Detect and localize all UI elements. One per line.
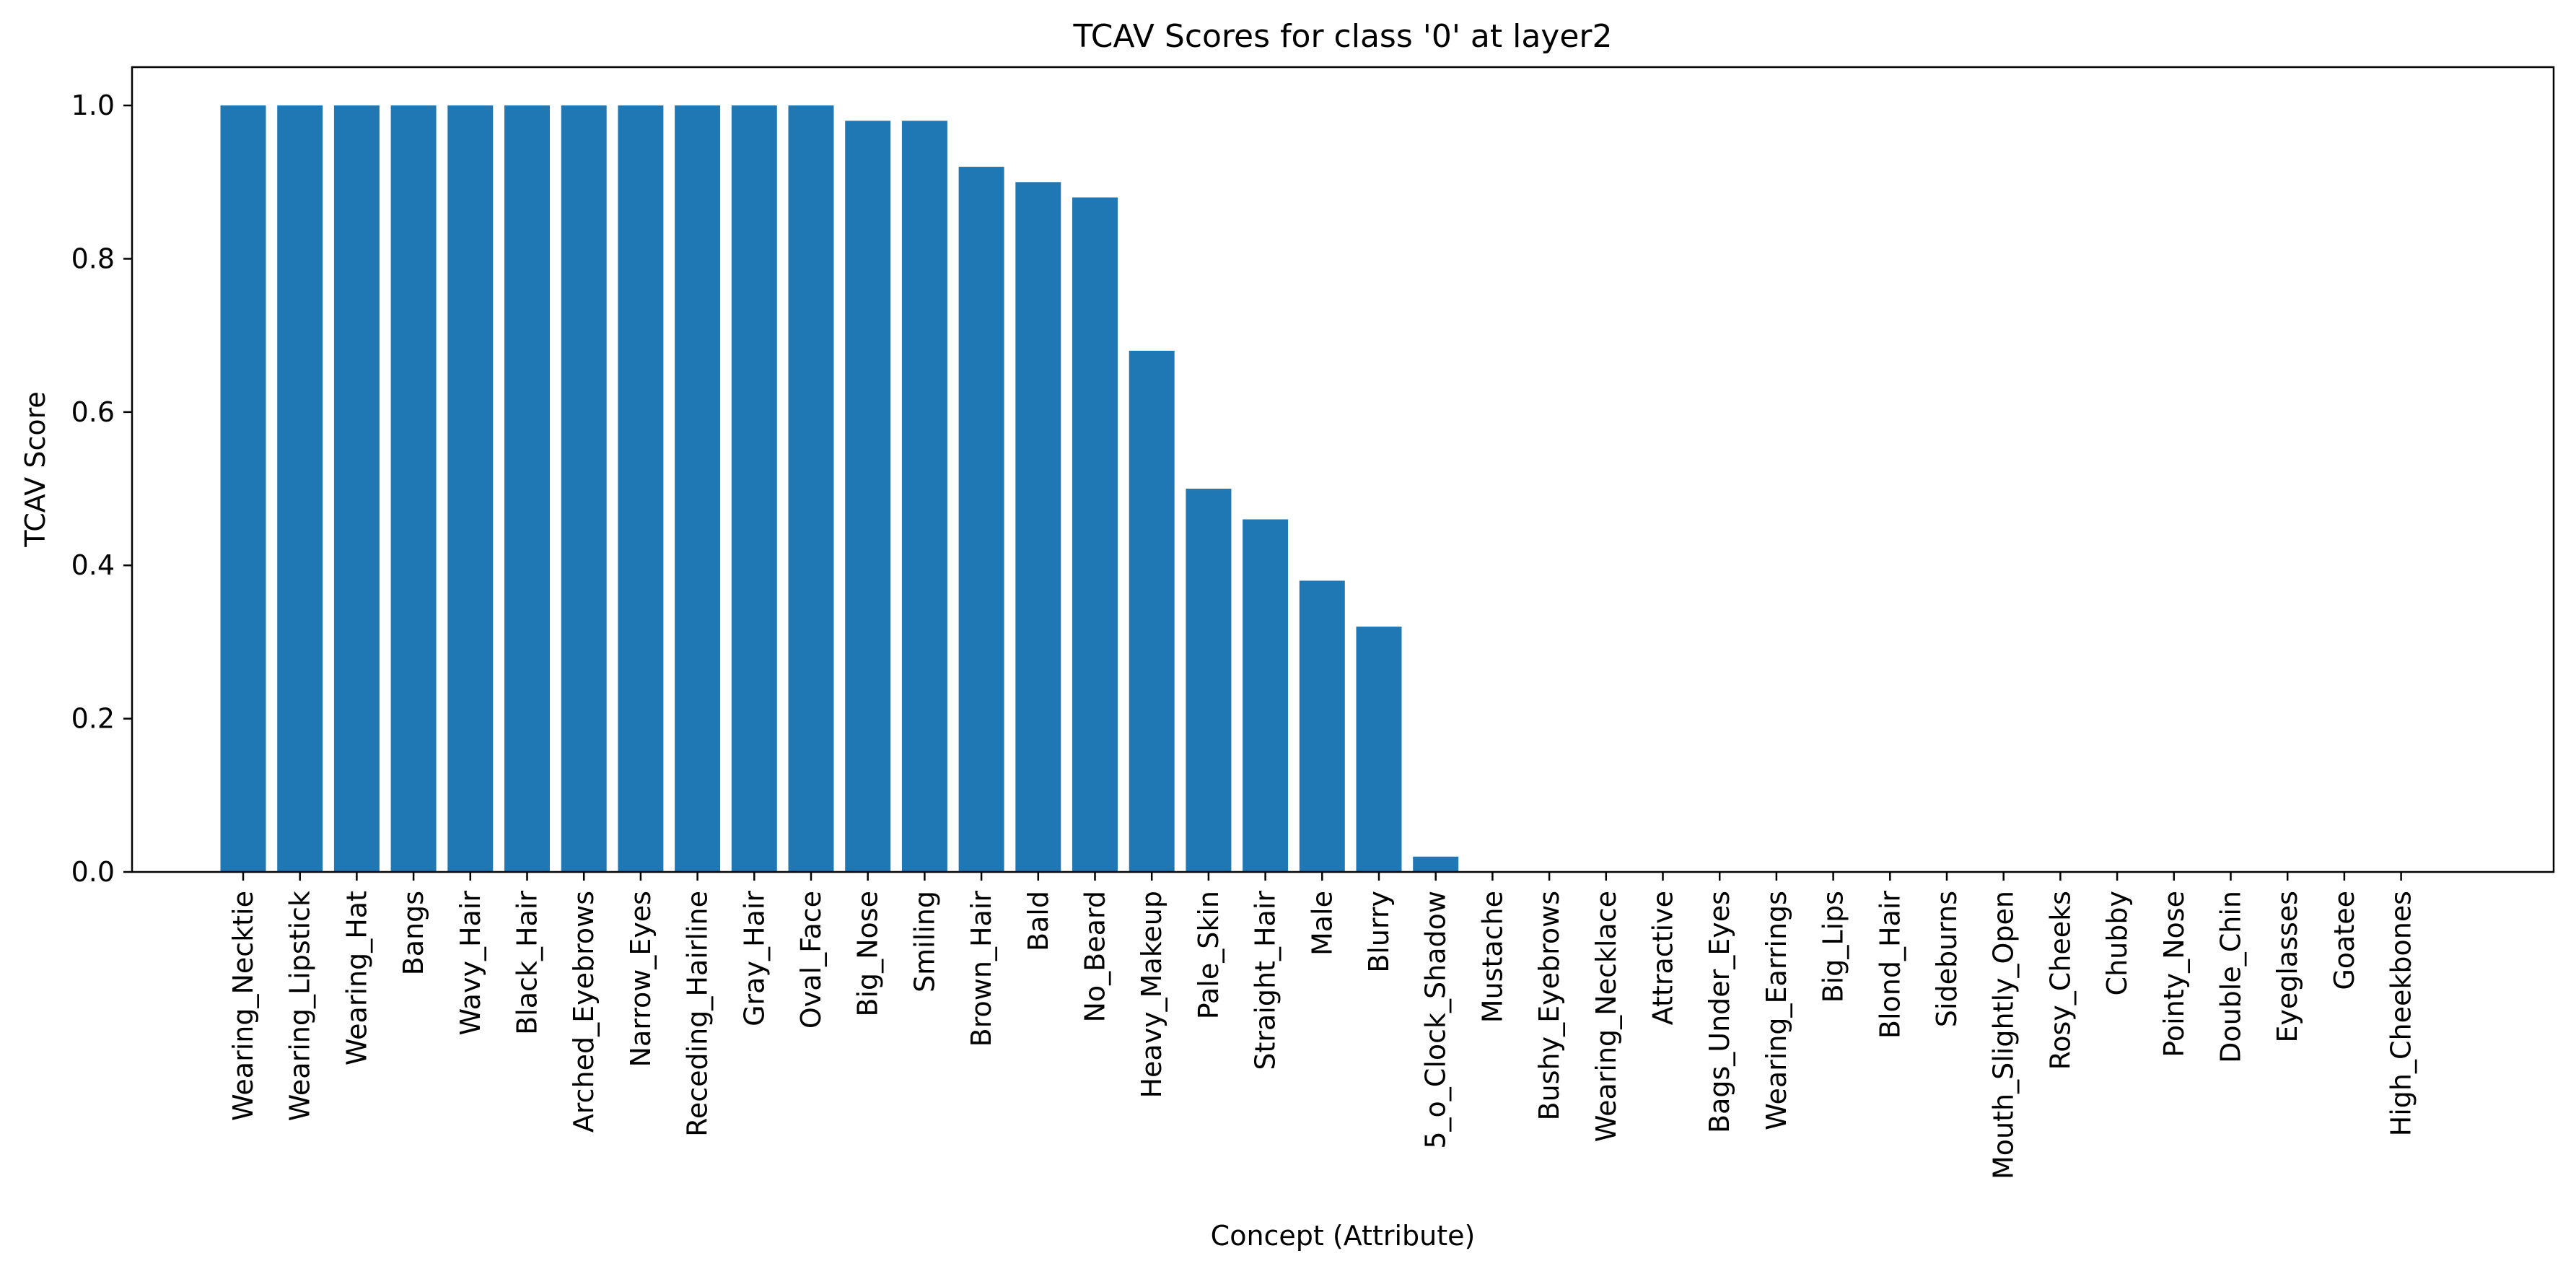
bar-receding-hairline [675,105,721,873]
bar-bangs [390,105,437,873]
x-tick-label: Receding_Hairline [682,891,714,1137]
x-tick-label: Black_Hair [512,891,543,1035]
x-tick-label: Bald [1022,891,1054,951]
bars-layer [220,105,1459,873]
x-tick-label: Double_Chin [2215,891,2247,1063]
y-tick-label: 0.6 [71,396,115,428]
y-tick-label: 0.4 [71,549,115,581]
y-tick-label: 1.0 [71,90,115,121]
x-tick-label: Wearing_Necktie [227,891,259,1121]
x-tick-label: Big_Lips [1818,891,1849,1003]
bar-oval-face [788,105,834,873]
bar-gray-hair [731,105,777,873]
chart-title: TCAV Scores for class '0' at layer2 [1073,18,1613,55]
bar-wearing-lipstick [277,105,323,873]
bar-black-hair [504,105,550,873]
x-tick-label: Heavy_Makeup [1136,891,1167,1099]
bar-5-o-clock-shadow [1413,856,1459,872]
bar-wearing-necktie [220,105,266,873]
bar-narrow-eyes [618,105,664,873]
x-tick-label: Pointy_Nose [2158,891,2190,1057]
x-axis-label: Concept (Attribute) [1211,1220,1476,1252]
y-tick-label: 0.0 [71,856,115,888]
y-axis-label: TCAV Score [19,391,51,548]
bar-blurry [1356,627,1402,872]
x-tick-label: Male [1306,891,1338,956]
bar-pale-skin [1186,489,1232,872]
x-tick-label: High_Cheekbones [2386,891,2417,1136]
bar-smiling [901,121,947,873]
x-tick-label: Wavy_Hair [455,891,486,1036]
x-tick-label: Wearing_Earrings [1761,891,1792,1130]
x-tick-label: Attractive [1647,891,1679,1025]
x-tick-label: Big_Nose [852,891,884,1017]
bar-wavy-hair [447,105,494,873]
x-tick-label: Narrow_Eyes [625,891,657,1067]
y-axis-ticks: 0.0 0.2 0.4 0.6 0.8 1.0 [71,90,132,888]
bar-male [1299,580,1345,872]
x-tick-label: Wearing_Necklace [1590,891,1622,1142]
x-tick-label: Gray_Hair [738,891,770,1026]
bar-brown-hair [958,167,1004,873]
bar-straight-hair [1243,519,1289,872]
bar-no-beard [1072,197,1118,872]
x-tick-label: Sideburns [1931,891,1963,1027]
x-tick-label: Arched_Eyebrows [568,891,600,1133]
bar-heavy-makeup [1129,350,1175,872]
x-tick-label: Mustache [1476,891,1508,1023]
x-tick-label: No_Beard [1079,891,1111,1023]
x-tick-label: Oval_Face [795,891,827,1029]
x-tick-label: Blond_Hair [1874,891,1906,1039]
bar-big-nose [845,121,891,873]
bar-bald [1015,182,1061,873]
x-tick-label: Brown_Hair [965,891,997,1047]
x-tick-label: 5_o_Clock_Shadow [1420,891,1452,1149]
x-tick-label: Eyeglasses [2271,891,2303,1043]
y-tick-label: 0.8 [71,243,115,274]
x-tick-label: Rosy_Cheeks [2044,891,2076,1070]
x-tick-label: Bags_Under_Eyes [1704,891,1735,1133]
x-tick-label: Pale_Skin [1193,891,1225,1019]
bar-arched-eyebrows [561,105,607,873]
x-tick-label: Bangs [398,891,429,975]
x-tick-label: Straight_Hair [1250,891,1282,1070]
x-tick-label: Chubby [2101,891,2133,995]
x-tick-label: Blurry [1363,891,1395,973]
y-tick-label: 0.2 [71,703,115,735]
x-tick-label: Smiling [908,891,940,992]
x-axis-ticks: Wearing_Necktie Wearing_Lipstick Wearing_H… [227,872,2417,1179]
plot-frame [131,66,2555,873]
bar-wearing-hat [333,105,380,873]
x-tick-label: Bushy_Eyebrows [1533,891,1565,1120]
x-tick-label: Goatee [2329,891,2360,990]
x-tick-label: Wearing_Lipstick [284,891,316,1121]
x-tick-label: Mouth_Slightly_Open [1988,891,2020,1179]
x-tick-label: Wearing_Hat [341,891,372,1065]
